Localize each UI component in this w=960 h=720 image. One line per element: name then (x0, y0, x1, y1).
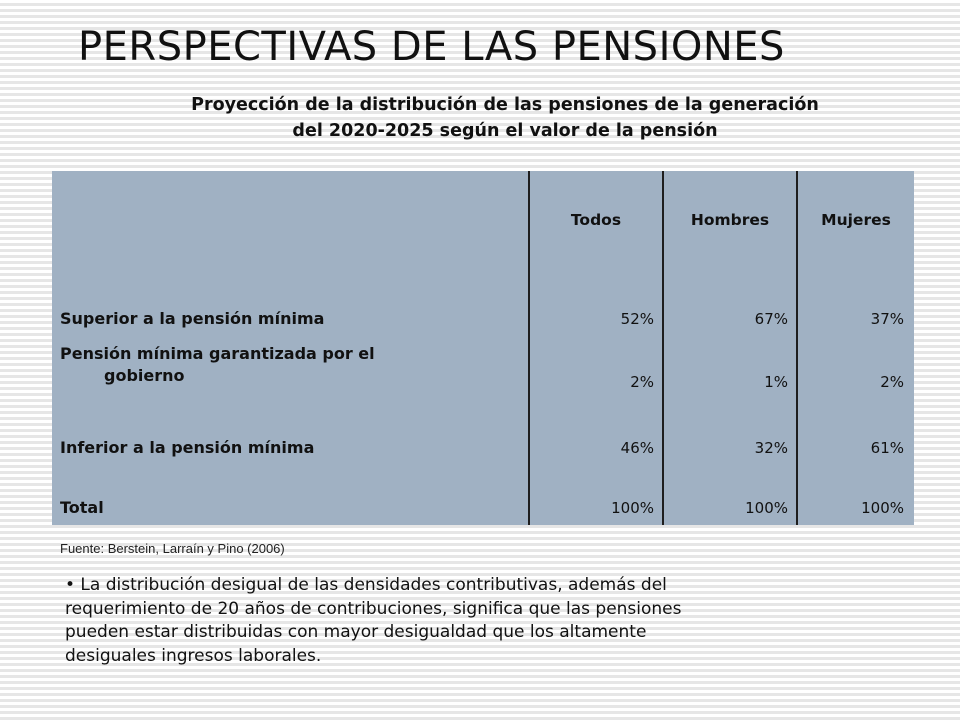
row-label-inferior: Inferior a la pensión mínima (60, 437, 314, 459)
cell-total-mujeres: 100% (861, 499, 904, 517)
slide-title: PERSPECTIVAS DE LAS PENSIONES (78, 24, 785, 70)
table-caption-line-1: Proyección de la distribución de las pen… (191, 95, 819, 115)
source-citation: Fuente: Berstein, Larraín y Pino (2006) (60, 541, 285, 556)
cell-inferior-hombres: 32% (754, 439, 788, 457)
column-divider (796, 171, 798, 525)
bullet-line-1: • La distribución desigual de las densid… (65, 575, 667, 595)
bullet-line-2: requerimiento de 20 años de contribucion… (65, 598, 682, 619)
row-label-text: Superior a la pensión mínima (60, 309, 325, 328)
row-label-text: Inferior a la pensión mínima (60, 438, 315, 457)
cell-total-hombres: 100% (745, 499, 788, 517)
row-label-text: Pensión mínima garantizada por el (60, 344, 375, 363)
row-label-superior: Superior a la pensión mínima (60, 308, 324, 330)
column-header-todos: Todos (570, 211, 622, 229)
cell-total-todos: 100% (611, 499, 654, 517)
row-label-garantizada: Pensión mínima garantizada por el gobier… (60, 343, 375, 387)
cell-garantizada-mujeres: 2% (880, 373, 904, 391)
column-header-mujeres: Mujeres (821, 211, 891, 229)
row-label-total: Total (60, 497, 104, 519)
column-divider (662, 171, 664, 525)
cell-garantizada-hombres: 1% (764, 373, 788, 391)
cell-inferior-mujeres: 61% (870, 439, 904, 457)
cell-superior-todos: 52% (620, 310, 654, 328)
pension-distribution-table: Todos Hombres Mujeres Superior a la pens… (52, 171, 914, 525)
row-label-text-continued: gobierno (104, 366, 185, 385)
bullet-line-3: pueden estar distribuidas con mayor desi… (65, 622, 647, 642)
table-caption-line-2: del 2020-2025 según el valor de la pensi… (292, 121, 718, 141)
column-header-hombres: Hombres (690, 211, 770, 229)
bullet-line-4: desiguales ingresos laborales. (65, 645, 322, 666)
cell-garantizada-todos: 2% (630, 373, 654, 391)
column-divider (528, 171, 530, 525)
table-caption: Proyección de la distribución de las pen… (120, 92, 890, 144)
cell-inferior-todos: 46% (620, 439, 654, 457)
row-label-text: Total (60, 498, 104, 517)
cell-superior-hombres: 67% (754, 310, 788, 328)
bullet-paragraph: • La distribución desigual de las densid… (65, 574, 865, 668)
cell-superior-mujeres: 37% (870, 310, 904, 328)
